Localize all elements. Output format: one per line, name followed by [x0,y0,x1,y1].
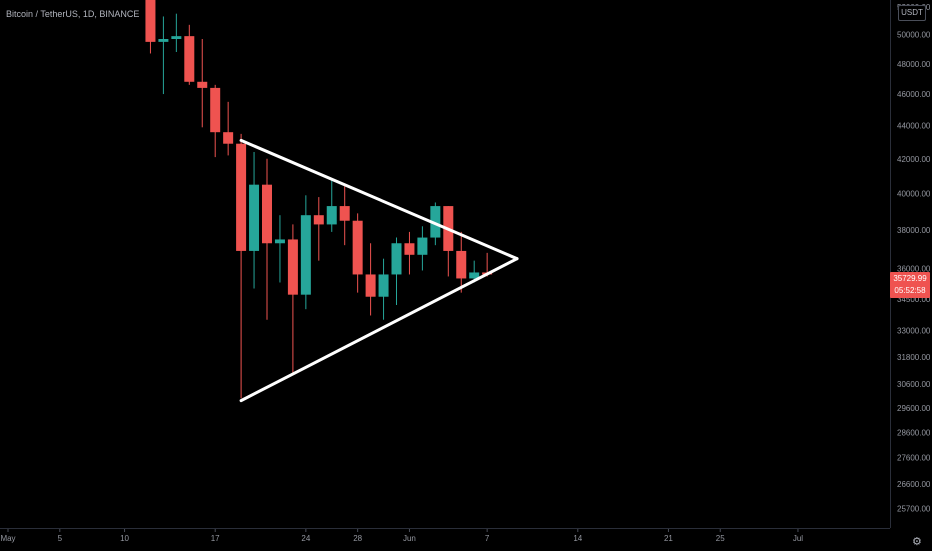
price-tick-label: 42000.00 [897,155,931,164]
triangle-lower-line[interactable] [239,257,519,403]
candle-body[interactable] [378,274,389,297]
price-tick-label: 40000.00 [897,190,931,199]
price-tick-label: 46000.00 [897,90,931,99]
time-tick-label: Jul [793,534,803,543]
candle-body[interactable] [313,215,324,225]
time-tick-label: 28 [353,534,362,543]
price-tick-label: 31800.00 [897,353,931,362]
time-tick-label: 7 [485,534,490,543]
price-axis[interactable] [890,0,932,528]
candle-body[interactable] [262,184,272,244]
candle-body[interactable] [326,206,337,225]
candle-body[interactable] [430,206,441,238]
time-axis[interactable] [0,528,890,551]
time-axis-ticks: May 5 10 17 24 28 Jun 7 14 21 25 Jul [0,528,803,543]
time-tick-label: 21 [664,534,673,543]
price-tick-label: 28600.00 [897,428,931,437]
candle-body[interactable] [274,239,285,244]
candle-body[interactable] [352,220,363,275]
candle-body[interactable] [404,243,415,255]
candle-body[interactable] [391,243,402,275]
bar-countdown: 05:52:58 [894,286,926,295]
currency-badge[interactable]: USDT [898,5,926,21]
price-tick-label: 26600.00 [897,480,931,489]
candle-body[interactable] [236,143,247,251]
candle-body[interactable] [210,87,221,133]
candle-body[interactable] [171,36,182,40]
time-tick-label: 10 [120,534,129,543]
candle-body[interactable] [145,0,156,42]
price-tick-label: 48000.00 [897,60,931,69]
candle-body[interactable] [365,274,376,297]
price-tick-label: 50000.00 [897,31,931,40]
price-tick-label: 27600.00 [897,454,931,463]
candle-body[interactable] [456,250,467,279]
gear-icon[interactable]: ⚙ [912,536,922,548]
candle-body[interactable] [300,215,311,295]
time-tick-label: May [0,534,15,543]
candle-body[interactable] [287,239,298,295]
last-price-tag: 35729.99 05:52:58 [890,272,930,298]
candle-body[interactable] [158,39,169,42]
time-tick-label: 25 [716,534,725,543]
candle-body[interactable] [469,272,480,279]
time-tick-label: 14 [573,534,582,543]
candle-body[interactable] [184,36,195,82]
candle-body[interactable] [339,206,350,221]
price-tick-label: 36000.00 [897,265,931,274]
price-tick-label: 25700.00 [897,504,931,513]
price-tick-label: 44000.00 [897,122,931,131]
triangle-upper-line[interactable] [239,138,519,261]
time-tick-label: Jun [403,534,416,543]
time-tick-label: 5 [58,534,63,543]
candle-body[interactable] [223,132,234,144]
price-tick-label: 29600.00 [897,404,931,413]
price-axis-ticks: 52000.0050000.0048000.0046000.0044000.00… [897,3,931,514]
price-tick-label: 34500.00 [897,295,931,304]
price-tick-label: 33000.00 [897,326,931,335]
candle-body[interactable] [249,184,260,251]
price-tick-label: 30600.00 [897,380,931,389]
price-tick-label: 38000.00 [897,226,931,235]
candle-body[interactable] [417,237,428,255]
candles-layer [145,0,493,399]
candle-body[interactable] [197,81,208,88]
time-tick-label: 24 [301,534,310,543]
time-tick-label: 17 [211,534,220,543]
last-price-value: 35729.99 [893,274,927,283]
symbol-title: Bitcoin / TetherUS, 1D, BINANCE [6,9,140,19]
triangle-pattern[interactable] [239,138,519,403]
